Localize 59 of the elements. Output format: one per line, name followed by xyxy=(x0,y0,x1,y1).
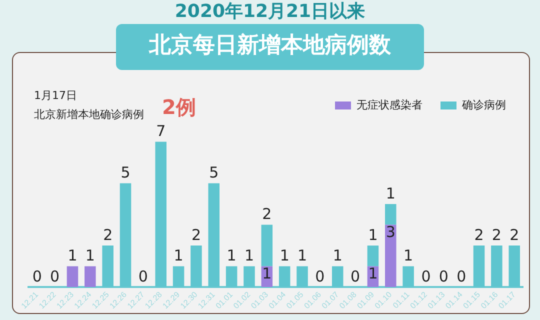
bar xyxy=(402,266,414,288)
data-label: 0 xyxy=(315,267,325,286)
data-label: 5 xyxy=(209,164,219,182)
legend-label: 确诊病例 xyxy=(461,98,506,112)
bar xyxy=(155,142,166,288)
data-label: 2 xyxy=(103,226,113,244)
data-label: 1 xyxy=(368,264,378,283)
bar xyxy=(261,224,273,266)
data-label: 1 xyxy=(262,264,272,283)
bar xyxy=(296,266,308,288)
data-label: 7 xyxy=(156,122,166,140)
bar xyxy=(190,246,202,288)
data-label: 0 xyxy=(50,267,60,286)
data-label: 1 xyxy=(297,246,308,265)
data-label: 1 xyxy=(368,226,378,244)
bar xyxy=(66,266,78,288)
data-label: 1 xyxy=(386,184,396,202)
bar xyxy=(120,183,132,288)
data-label: 1 xyxy=(68,246,78,265)
legend-label: 无症状感染者 xyxy=(356,98,422,112)
data-label: 2 xyxy=(262,205,272,224)
data-label: 1 xyxy=(85,246,95,265)
data-label: 0 xyxy=(456,267,466,286)
text: 北京新增本地确诊病例 xyxy=(34,107,144,122)
bar xyxy=(332,266,344,288)
bar xyxy=(491,246,502,288)
bar xyxy=(172,266,184,288)
data-label: 1 xyxy=(226,246,236,265)
bar xyxy=(278,266,290,288)
data-label: 0 xyxy=(32,267,42,286)
bar xyxy=(367,246,379,266)
data-label: 2 xyxy=(474,226,484,244)
data-label: 2 xyxy=(510,226,520,244)
data-label: 5 xyxy=(120,164,130,182)
bar xyxy=(226,266,238,288)
data-label: 1 xyxy=(244,246,254,265)
bar xyxy=(208,183,220,288)
data-label: 2 xyxy=(492,226,502,244)
bar xyxy=(244,266,255,288)
data-label: 1 xyxy=(174,246,184,265)
data-label: 0 xyxy=(438,267,448,286)
data-label: 0 xyxy=(350,267,360,286)
data-label: 1 xyxy=(332,246,342,265)
data-label: 2 xyxy=(191,226,201,244)
bar xyxy=(102,246,114,288)
data-label: 1 xyxy=(404,246,414,265)
text: 1月17日 xyxy=(34,88,77,103)
bar xyxy=(385,204,396,225)
text: 2例 xyxy=(162,94,196,121)
data-label: 0 xyxy=(421,267,431,286)
bar xyxy=(473,246,485,288)
data-label: 0 xyxy=(138,267,148,286)
chart-subtitle: 北京每日新增本地病例数 xyxy=(148,32,392,60)
data-label: 1 xyxy=(280,246,290,265)
data-label: 3 xyxy=(386,223,396,242)
bar xyxy=(84,266,96,288)
bar xyxy=(385,224,396,288)
chart-title: 2020年12月21日以来 xyxy=(174,1,366,23)
bar xyxy=(508,246,520,288)
